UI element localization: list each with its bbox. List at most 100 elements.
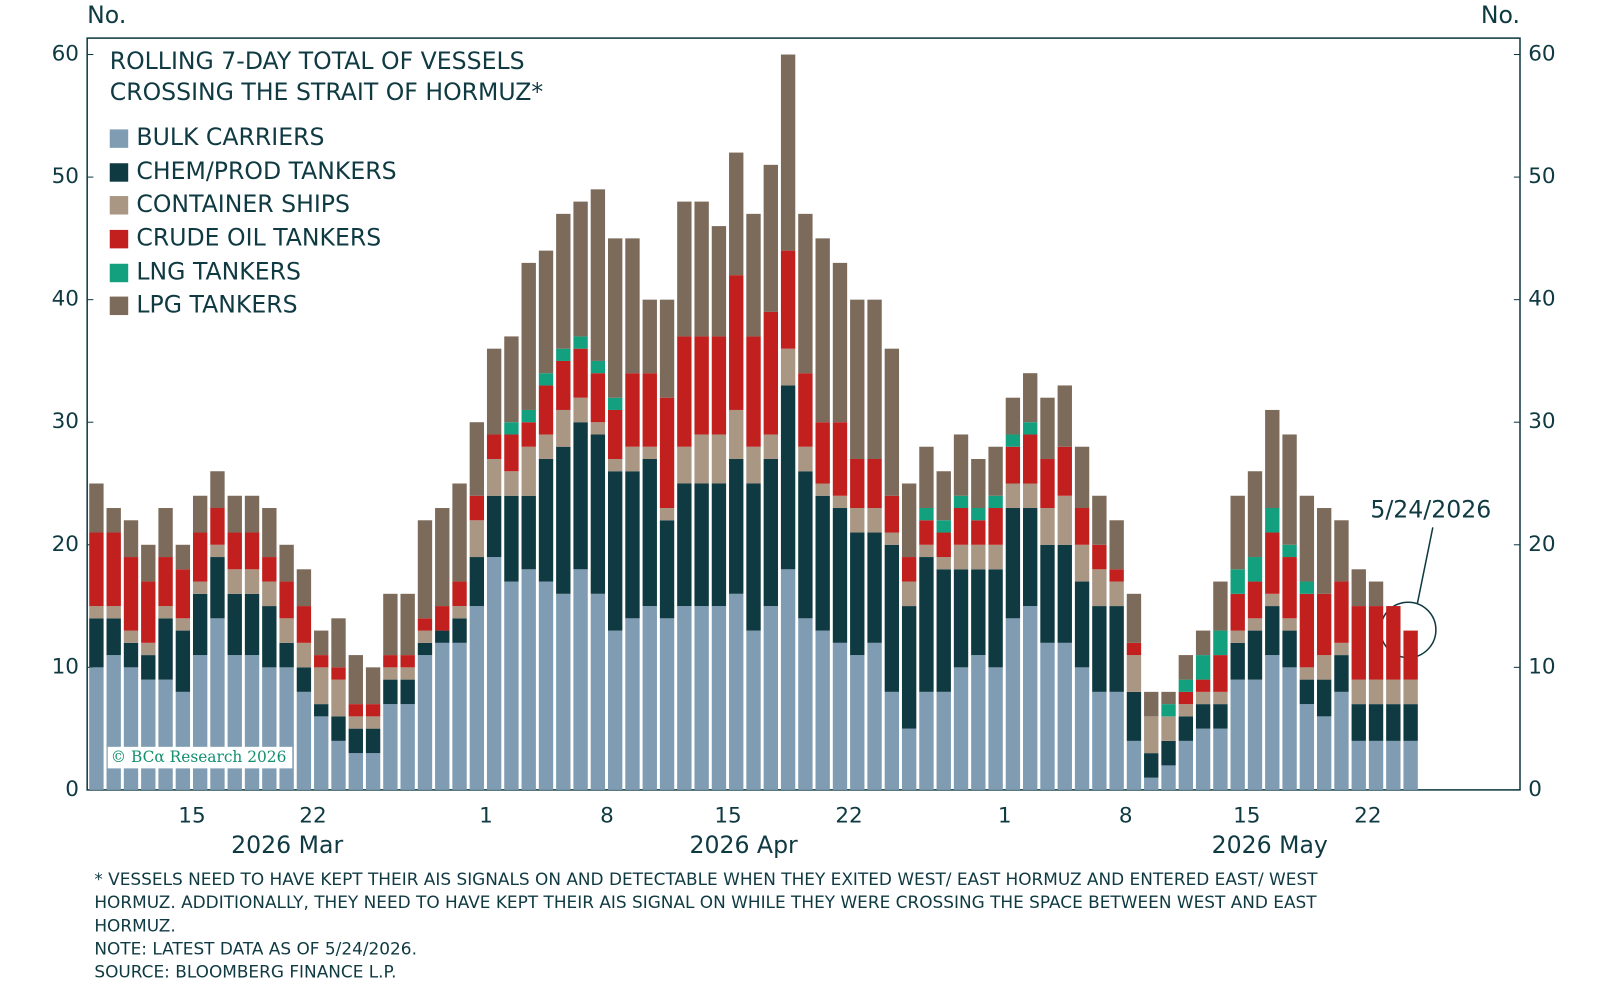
bar-segment	[884, 348, 900, 496]
bar-segment	[504, 581, 519, 790]
bar-segment	[1057, 495, 1072, 545]
bar-segment	[417, 630, 433, 643]
bar-segment	[400, 593, 415, 656]
bar-segment	[383, 655, 398, 668]
bar-segment	[538, 250, 554, 374]
bar-segment	[538, 373, 554, 386]
bar-segment	[1282, 544, 1297, 558]
footnote: HORMUZ.	[94, 915, 175, 935]
bar-segment	[1178, 691, 1194, 705]
bar-segment	[1213, 655, 1228, 692]
bar-segment	[1299, 679, 1315, 705]
bar-segment	[158, 508, 173, 558]
bar-segment	[573, 397, 588, 423]
bar-segment	[988, 495, 1003, 509]
bar-segment	[348, 704, 363, 717]
bar-segment	[573, 201, 588, 337]
bar-segment	[244, 495, 260, 533]
bar-segment	[953, 508, 969, 545]
bar-segment	[192, 495, 208, 533]
bar-segment	[953, 667, 969, 790]
bar-segment	[296, 606, 312, 643]
bar-segment	[815, 422, 830, 484]
bar-segment	[227, 655, 242, 790]
bar-segment	[1386, 704, 1401, 741]
bar-segment	[1213, 630, 1228, 656]
annotation: 5/24/2026	[1370, 495, 1491, 523]
bar-segment	[452, 618, 467, 643]
bar-segment	[435, 508, 450, 607]
bar-segment	[729, 275, 744, 410]
bar-segment	[106, 618, 121, 656]
bar-segment	[556, 360, 571, 410]
bar-segment	[919, 520, 934, 545]
bar-segment	[590, 422, 606, 435]
bar-segment	[1403, 679, 1418, 705]
bar-segment	[1144, 691, 1159, 717]
bar-segment	[919, 691, 934, 790]
bar-segment	[832, 642, 848, 790]
bar-segment	[556, 409, 571, 447]
bar-segment	[694, 434, 709, 484]
bar-segment	[573, 348, 588, 398]
bar-segment	[729, 152, 744, 276]
bar-segment	[1005, 483, 1021, 509]
x-group-label: 2026 Mar	[231, 831, 343, 859]
x-tick-label: 22	[1354, 804, 1381, 829]
bar-segment	[1247, 618, 1263, 631]
bar-segment	[1092, 495, 1107, 545]
bar-segment	[780, 54, 796, 251]
bar-segment	[452, 642, 467, 790]
bar-segment	[1161, 704, 1176, 717]
bar-segment	[746, 446, 761, 484]
bar-segment	[815, 495, 830, 631]
bar-segment	[971, 508, 986, 521]
bar-segment	[244, 532, 260, 570]
x-tick-label: 15	[1233, 804, 1260, 829]
legend-swatch	[109, 263, 129, 283]
bar-segment	[608, 471, 623, 631]
legend-swatch	[109, 163, 129, 182]
legend-label: CRUDE OIL TANKERS	[136, 224, 381, 252]
bar-segment	[1351, 679, 1366, 705]
bar-segment	[850, 458, 865, 509]
bar-segment	[763, 434, 778, 459]
bar-segment	[1074, 667, 1090, 790]
bar-segment	[1368, 704, 1384, 741]
bar-segment	[175, 691, 191, 790]
bar-segment	[417, 618, 433, 631]
bar-segment	[556, 348, 571, 361]
bar-segment	[1316, 508, 1332, 594]
bar-segment	[383, 593, 398, 656]
bar-segment	[1074, 544, 1090, 582]
bar-segment	[1057, 642, 1072, 790]
y2-tick-label: 0	[1528, 777, 1542, 802]
bar-segment	[141, 581, 156, 643]
y-axis-label: No.	[87, 1, 126, 29]
x-tick-label: 22	[299, 804, 326, 829]
bar-segment	[763, 606, 778, 790]
bar-segment	[106, 532, 121, 607]
bar-segment	[158, 679, 173, 790]
x-tick-label: 15	[178, 804, 205, 829]
bar-segment	[469, 520, 485, 558]
legend-swatch	[109, 196, 129, 215]
bar-segment	[1109, 606, 1124, 692]
bar-segment	[1195, 728, 1211, 790]
bar-segment	[1351, 606, 1366, 680]
bar-segment	[677, 201, 692, 337]
bar-segment	[850, 508, 865, 533]
bar-segment	[158, 618, 173, 680]
bar-segment	[711, 336, 727, 435]
bar-segment	[1178, 679, 1194, 692]
bar-segment	[1109, 581, 1124, 607]
bar-segment	[175, 630, 191, 692]
bar-segment	[850, 299, 865, 459]
bar-segment	[123, 520, 139, 558]
bar-segment	[1247, 557, 1263, 582]
bar-segment	[642, 373, 657, 447]
bar-segment	[331, 716, 346, 741]
bar-segment	[625, 618, 640, 790]
bar-segment	[1092, 569, 1107, 607]
bar-segment	[608, 238, 623, 398]
